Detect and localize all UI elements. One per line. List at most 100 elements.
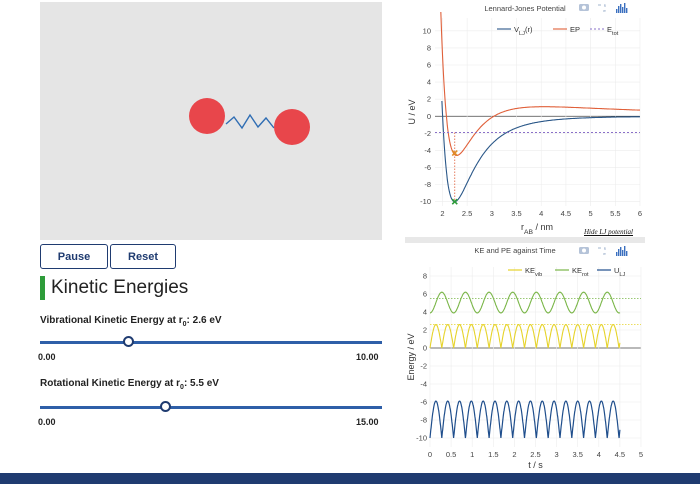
lj-x-axis-label: rAB / nm (521, 222, 553, 236)
plotly-logo-bar (622, 250, 624, 256)
ts-x-tick: 1.5 (488, 450, 498, 459)
lj-x-tick: 2.5 (462, 209, 472, 218)
section-title: Kinetic Energies (51, 277, 189, 298)
plotly-logo-bar (624, 3, 626, 13)
atom-a[interactable] (189, 98, 225, 134)
hide-lj-link[interactable]: Hide LJ potential (584, 228, 633, 236)
lj-y-tick: 10 (423, 26, 431, 35)
lj-ep-series (440, 12, 640, 157)
ts-x-tick: 1 (470, 450, 474, 459)
vib-ke-label: Vibrational Kinetic Energy at r0: 2.6 eV (40, 315, 222, 328)
heading-accent-bar (40, 276, 45, 300)
plotly-logo-bar (618, 249, 620, 256)
ts-x-tick: 4 (597, 450, 601, 459)
vib-ke-label-value: : 2.6 eV (186, 315, 222, 326)
ts-y-tick: -6 (420, 398, 427, 407)
rot-ke-max-label: 15.00 (356, 417, 379, 427)
ts-y-tick: 6 (423, 290, 427, 299)
energy-time-chart[interactable]: KE and PE against Time -10 -8 -6 -4 -2 0 2 4 6 8 0 0… (405, 243, 645, 473)
simulation-canvas[interactable] (40, 2, 382, 240)
ts-legend-label: KErot (572, 266, 589, 278)
lj-y-tick: 0 (427, 112, 431, 121)
vib-ke-min-label: 0.00 (38, 352, 56, 362)
lj-x-tick: 4 (539, 209, 543, 218)
lj-legend-label: Etot (607, 25, 619, 37)
rot-ke-label-sub: 0 (180, 384, 184, 391)
lj-y-tick: 4 (427, 78, 431, 87)
plotly-logo-bar (626, 251, 628, 256)
ts-y-tick: 0 (423, 344, 427, 353)
plotly-logo-bar (620, 4, 622, 13)
ts-ulj-series (429, 400, 621, 439)
ts-x-axis-label: t / s (528, 460, 543, 470)
ts-x-tick: 3.5 (572, 450, 582, 459)
lj-x-tick: 5.5 (610, 209, 620, 218)
lj-chart-title: Lennard-Jones Potential (484, 4, 566, 13)
camera-lens-icon (582, 5, 586, 10)
spring (225, 113, 275, 130)
lj-y-tick: 8 (427, 43, 431, 52)
vib-ke-slider-track[interactable] (40, 341, 382, 344)
ts-y-tick: -4 (420, 380, 427, 389)
lj-x-tick: 4.5 (561, 209, 571, 218)
lj-plot-area (435, 12, 640, 203)
lj-legend-label: VLJ(r) (514, 25, 533, 37)
lj-potential-svg: Lennard-Jones Potential -10 -8 -6 -4 -2 0 2 4 6 8 1… (407, 3, 642, 236)
lj-x-tick: 5 (589, 209, 593, 218)
lj-y-tick: -6 (424, 163, 431, 172)
lj-y-tick: -8 (424, 180, 431, 189)
vib-ke-label-text: Vibrational Kinetic Energy at r (40, 315, 183, 326)
chart-separator (405, 237, 645, 243)
ts-x-tick: 0 (428, 450, 432, 459)
page-footer-bar (0, 473, 700, 484)
energy-time-svg: KE and PE against Time -10 -8 -6 -4 -2 0 2 4 6 8 0 0… (406, 246, 643, 470)
ts-legend-label: KEvib (525, 266, 542, 278)
ts-x-tick: 2.5 (530, 450, 540, 459)
rot-ke-label-value: : 5.5 eV (183, 378, 219, 389)
ts-y-tick: -8 (420, 416, 427, 425)
current-vlj-marker (451, 198, 458, 205)
plotly-logo-bar (622, 7, 624, 13)
lj-x-tick: 6 (638, 209, 642, 218)
ts-x-tick: 2 (512, 450, 516, 459)
current-ep-marker (451, 149, 458, 157)
rot-ke-slider-thumb[interactable] (159, 401, 171, 412)
ts-x-tick: 4.5 (615, 450, 625, 459)
vib-ke-max-label: 10.00 (356, 352, 379, 362)
lj-potential-chart[interactable]: Lennard-Jones Potential -10 -8 -6 -4 -2 0 2 4 6 8 1… (405, 0, 645, 237)
rot-ke-label-text: Rotational Kinetic Energy at r (40, 378, 181, 389)
ts-kevib-series (429, 324, 621, 349)
lj-x-tick: 3 (490, 209, 494, 218)
ts-y-axis-label: Energy / eV (406, 333, 416, 380)
plotly-logo-bar (620, 247, 622, 256)
lj-y-tick: 6 (427, 61, 431, 70)
lj-vlj-series (441, 100, 640, 203)
ts-y-tick: 8 (423, 272, 427, 281)
plotly-logo-bar (616, 9, 618, 13)
ts-y-tick: -2 (420, 362, 427, 371)
ts-y-tick: 4 (423, 308, 427, 317)
plotly-logo-bar (624, 246, 626, 256)
autoscale-icon (598, 247, 606, 255)
plotly-logo-bar (616, 252, 618, 256)
vib-ke-label-sub: 0 (182, 321, 187, 328)
lj-legend-label: EP (570, 25, 580, 34)
lj-y-axis-label: U / eV (407, 99, 417, 124)
rot-ke-slider-track[interactable] (40, 406, 382, 409)
kinetic-energies-heading: Kinetic Energies (40, 276, 188, 300)
reset-button[interactable]: Reset (110, 244, 176, 269)
molecule-view (189, 98, 310, 145)
plotly-logo-bar (618, 6, 620, 13)
ts-x-tick: 5 (639, 450, 643, 459)
ts-legend-label: ULJ (614, 266, 626, 278)
ts-x-tick: 0.5 (446, 450, 456, 459)
pause-button[interactable]: Pause (40, 244, 108, 269)
vib-ke-slider-thumb[interactable] (123, 336, 135, 347)
autoscale-icon (598, 4, 606, 12)
lj-x-tick: 3.5 (511, 209, 521, 218)
atom-b[interactable] (274, 109, 310, 145)
ts-chart-title: KE and PE against Time (474, 246, 555, 255)
lj-x-tick: 2 (440, 209, 444, 218)
lj-y-tick: -2 (424, 129, 431, 138)
lj-y-tick: 2 (427, 95, 431, 104)
